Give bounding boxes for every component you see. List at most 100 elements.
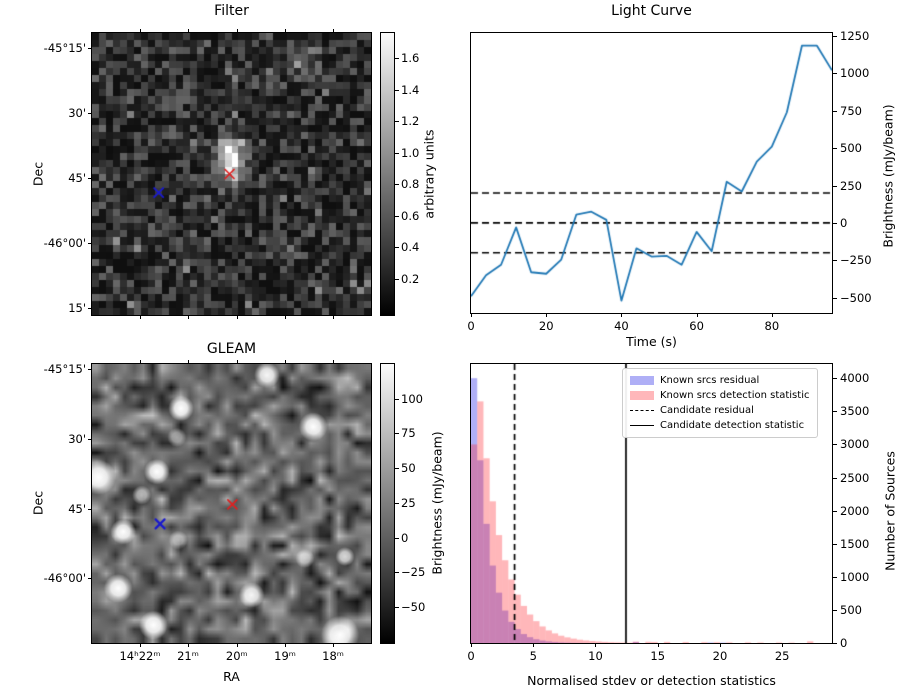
tick-mark <box>771 313 773 317</box>
tick-mark <box>833 260 837 262</box>
tick-label: 20 <box>538 319 554 333</box>
tick-label: 45' <box>68 171 86 186</box>
tick-mark <box>88 509 92 511</box>
tick-mark <box>621 313 623 317</box>
tick-mark <box>395 215 399 217</box>
tick-label: 25 <box>774 649 790 663</box>
legend-label-known-srcs-residual: Known srcs residual <box>660 375 760 386</box>
tick-mark <box>395 537 399 539</box>
light-curve-title: Light Curve <box>611 3 692 19</box>
tick-label: 2500 <box>840 470 870 485</box>
tick-mark <box>833 148 837 150</box>
tick-label: 25 <box>401 495 416 510</box>
legend-swatch-known-srcs-residual <box>630 376 654 385</box>
tick-label: 21ᵐ <box>177 649 199 663</box>
tick-mark <box>88 308 92 310</box>
gleam-title: GLEAM <box>206 341 257 357</box>
tick-label: 5 <box>529 649 537 663</box>
tick-mark <box>333 360 335 364</box>
tick-label: 60 <box>689 319 704 333</box>
tick-mark <box>833 543 837 545</box>
tick-label: 1000 <box>840 66 870 81</box>
tick-mark <box>333 315 335 319</box>
tick-mark <box>833 609 837 611</box>
tick-label: 100 <box>401 391 423 406</box>
tick-mark <box>833 35 837 37</box>
tick-label: 0.8 <box>401 177 420 192</box>
histogram-x-axis-label: Normalised stdev or detection statistics <box>527 673 776 688</box>
tick-mark <box>285 29 287 33</box>
tick-mark <box>236 315 238 319</box>
gleam-x-axis-label: RA <box>223 669 240 684</box>
tick-label: 0.2 <box>401 271 420 286</box>
tick-mark <box>187 315 189 319</box>
tick-mark <box>833 444 837 446</box>
filter-image <box>92 33 371 315</box>
tick-label: −25 <box>401 565 426 580</box>
legend-label-known-srcs-detection: Known srcs detection statistic <box>660 390 810 401</box>
tick-mark <box>395 89 399 91</box>
tick-label: 45' <box>68 502 86 517</box>
tick-label: 500 <box>840 141 862 156</box>
tick-label: 30' <box>68 106 86 121</box>
tick-mark <box>88 243 92 245</box>
histogram-legend: Known srcs residual Known srcs detection… <box>622 368 819 438</box>
tick-mark <box>833 411 837 413</box>
tick-mark <box>696 313 698 317</box>
light-curve-y-axis-label: Brightness (mJy/beam) <box>880 104 896 248</box>
tick-mark <box>395 184 399 186</box>
tick-mark <box>139 315 141 319</box>
tick-label: 750 <box>840 103 862 118</box>
legend-swatch-known-srcs-detection <box>630 391 654 400</box>
tick-label: 75 <box>401 426 416 441</box>
filter-y-axis-label: Dec <box>30 161 46 187</box>
tick-label: −250 <box>840 253 872 268</box>
tick-label: 0 <box>840 636 848 650</box>
tick-label: 2000 <box>840 503 870 518</box>
tick-mark <box>782 643 784 647</box>
tick-label: 30' <box>68 432 86 447</box>
tick-mark <box>395 572 399 574</box>
legend-solid-line-icon <box>630 425 654 426</box>
tick-mark <box>333 29 335 33</box>
tick-label: 20ᵐ <box>225 649 248 663</box>
tick-mark <box>88 178 92 180</box>
tick-mark <box>285 643 287 647</box>
tick-label: 3500 <box>840 404 870 419</box>
tick-label: 0 <box>467 649 475 663</box>
tick-label: -45°15' <box>43 362 86 377</box>
tick-label: 0 <box>401 530 409 545</box>
tick-label: 0.6 <box>401 208 420 223</box>
tick-mark <box>333 643 335 647</box>
tick-label: 0.4 <box>401 240 420 255</box>
tick-mark <box>546 313 548 317</box>
tick-mark <box>236 360 238 364</box>
tick-mark <box>833 643 837 644</box>
tick-mark <box>657 643 659 647</box>
legend-row: Known srcs residual <box>630 373 809 388</box>
tick-label: 15 <box>650 649 666 663</box>
legend-label-candidate-residual: Candidate residual <box>660 405 754 416</box>
gleam-colorbar-label: Brightness (mJy/beam) <box>429 431 445 575</box>
tick-mark <box>833 110 837 112</box>
tick-mark <box>88 439 92 441</box>
tick-label: 18ᵐ <box>322 649 344 663</box>
tick-mark <box>88 577 92 579</box>
tick-label: 1000 <box>840 569 870 584</box>
tick-mark <box>833 378 837 380</box>
tick-label: 50 <box>401 461 416 476</box>
tick-mark <box>471 313 472 317</box>
tick-mark <box>395 278 399 280</box>
legend-label-candidate-detection: Candidate detection statistic <box>660 420 805 431</box>
tick-mark <box>139 29 141 33</box>
tick-label: 1500 <box>840 536 870 551</box>
tick-mark <box>187 360 189 364</box>
tick-mark <box>236 29 238 33</box>
tick-mark <box>395 606 399 608</box>
tick-label: 250 <box>840 178 862 193</box>
tick-mark <box>595 643 597 647</box>
tick-mark <box>395 152 399 154</box>
tick-label: 80 <box>764 319 780 333</box>
tick-mark <box>833 477 837 479</box>
tick-mark <box>139 360 141 364</box>
